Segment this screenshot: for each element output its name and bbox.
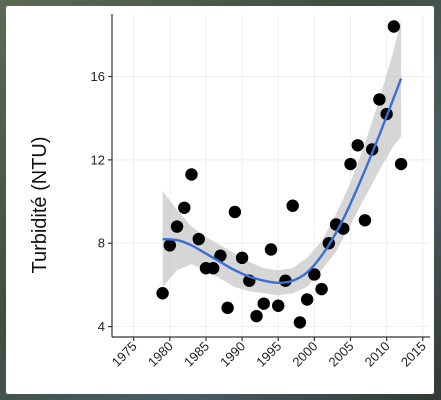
data-point-21 [308, 268, 321, 281]
data-point-5 [192, 232, 205, 246]
data-point-18 [286, 199, 299, 212]
y-tick-label-0: 4 [98, 319, 105, 334]
data-point-0 [156, 287, 169, 300]
x-tick-label-0: 1975 [109, 339, 140, 370]
data-point-33 [394, 157, 408, 171]
y-axis-title: Turbidité (NTU) [29, 136, 51, 273]
x-tick-label-7: 2010 [362, 339, 393, 370]
x-tick-label-8: 2015 [398, 339, 429, 370]
data-point-4 [185, 168, 198, 181]
data-point-16 [272, 299, 285, 312]
x-tick-label-4: 1995 [253, 339, 284, 370]
x-tick-label-6: 2005 [326, 339, 357, 370]
data-point-13 [250, 309, 263, 323]
x-tick-label-5: 2000 [289, 339, 320, 370]
x-tick-labels: 1975 1980 1985 1990 1995 2000 2005 2010 2015 [109, 337, 429, 370]
x-tick-label-1: 1980 [145, 339, 176, 370]
data-point-7 [206, 262, 220, 275]
trend-line [162, 78, 403, 285]
data-point-14 [257, 297, 270, 310]
x-tick-label-3: 1990 [217, 339, 248, 370]
data-point-28 [358, 214, 372, 227]
data-point-2 [170, 220, 184, 233]
data-point-22 [315, 282, 328, 296]
data-point-1 [163, 239, 177, 252]
y-tick-labels: 4 8 12 16 [91, 69, 112, 334]
data-point-9 [221, 301, 234, 315]
data-point-11 [235, 251, 249, 265]
data-point-10 [228, 205, 242, 219]
data-point-27 [351, 139, 364, 152]
data-point-15 [264, 243, 278, 256]
data-point-3 [178, 201, 191, 214]
data-point-26 [344, 157, 357, 171]
x-tick-label-2: 1985 [181, 339, 212, 370]
y-tick-label-2: 12 [91, 152, 105, 167]
data-point-32 [387, 20, 401, 33]
data-points [156, 20, 408, 329]
data-point-30 [373, 93, 386, 106]
data-point-20 [300, 293, 314, 306]
y-tick-label-1: 8 [98, 236, 105, 251]
confidence-band [162, 20, 402, 296]
data-point-19 [293, 316, 307, 329]
axes [111, 14, 430, 338]
y-tick-label-3: 16 [91, 69, 105, 84]
